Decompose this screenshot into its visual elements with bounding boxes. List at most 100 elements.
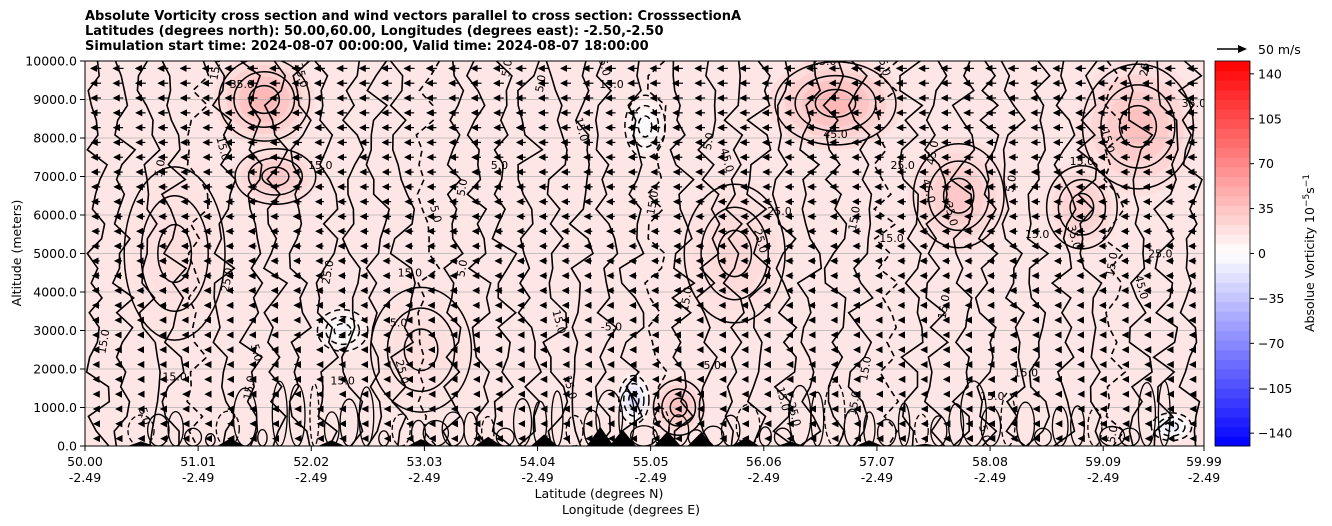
contour-label: 25.0 <box>1148 247 1173 260</box>
vorticity-blob <box>818 91 853 115</box>
contour-loop <box>323 411 340 446</box>
contour-loop <box>810 391 825 446</box>
x-tick-label-lat: 54.04 <box>520 454 556 469</box>
contour-line <box>1076 61 1103 446</box>
chart-title-line-3: Simulation start time: 2024-08-07 00:00:… <box>85 39 649 54</box>
contour-label: 15.0 <box>162 371 187 384</box>
contour-line <box>389 61 416 446</box>
contour-label: 15.0 <box>644 190 661 216</box>
contour-line <box>542 61 569 446</box>
contour-loop <box>942 177 975 214</box>
y-tick-label: 3000.0 <box>33 323 77 338</box>
colorbar-level <box>1215 166 1250 177</box>
x-tick-label-lat: 57.07 <box>859 454 895 469</box>
contour-loop <box>912 143 1005 249</box>
x-tick-label-lat: 51.01 <box>180 454 216 469</box>
contour-label: 5.0 <box>454 259 470 278</box>
contour-line <box>923 61 950 446</box>
contour-label: 15.0 <box>330 374 355 387</box>
contour-label: 15.0 <box>980 390 1005 403</box>
contour-line <box>594 61 619 446</box>
contour-loop <box>232 387 258 446</box>
contour-loop <box>369 286 473 413</box>
contour-loop <box>1157 380 1171 446</box>
contour-line <box>1000 61 1026 446</box>
contour-line <box>898 61 924 446</box>
contour-loop <box>1118 104 1158 148</box>
contour-label: 5.0 <box>390 317 408 330</box>
contour-loop <box>863 411 876 446</box>
colorbar-ticks: 140 105 70 35 0 −35 −70 −105 −140 <box>1250 66 1292 441</box>
contour-label: 25.0 <box>292 62 311 89</box>
contour-label: 5.0 <box>136 406 153 426</box>
contour-loop <box>618 390 636 446</box>
contour-line <box>568 61 594 446</box>
contour-label: 15.0 <box>599 78 624 91</box>
colorbar-level <box>1215 272 1250 283</box>
contour-label: 25.0 <box>890 159 915 172</box>
contour-line <box>186 61 210 446</box>
contour-label: 5.0 <box>248 343 265 363</box>
contour-label: 15.0 <box>213 135 232 162</box>
colorbar: 140 105 70 35 0 −35 −70 −105 −140 Absolue Vortic… <box>1214 60 1317 447</box>
plot-area: 15.0 35.0 25.0 5.0 15.0 15.0 25.0 15.0 5.0 5.0 5.0… <box>84 60 1207 447</box>
colorbar-level <box>1215 417 1250 428</box>
contour-loop <box>481 415 495 446</box>
x-tick-label-lat: 50.00 <box>67 454 103 469</box>
contour-label: 25.0 <box>393 358 412 385</box>
contour-label: 15.0 <box>1025 228 1050 241</box>
contour-label: 45.0 <box>717 147 736 174</box>
contour-label: 15.0 <box>846 390 863 416</box>
colorbar-level <box>1215 157 1250 168</box>
contour-line <box>365 61 391 446</box>
contour-label: 15.0 <box>846 205 863 231</box>
colorbar-level <box>1215 205 1250 216</box>
y-axis-label: Altitude (meters) <box>9 200 24 307</box>
colorbar-level <box>1215 349 1250 360</box>
quiver-key: 50 m/s <box>1217 42 1301 57</box>
colorbar-level <box>1215 407 1250 418</box>
contour-line <box>1177 61 1203 446</box>
contour-label: 15.0 <box>241 374 258 400</box>
contour-loop <box>897 402 911 446</box>
colorbar-label-unit: s <box>1302 187 1317 194</box>
colorbar-level <box>1215 263 1250 274</box>
contour-line <box>415 61 441 446</box>
colorbar-level <box>1215 397 1250 408</box>
contour-label: 45.0 <box>823 128 848 141</box>
colorbar-level <box>1215 340 1250 351</box>
contour-loop <box>123 166 226 341</box>
colorbar-level <box>1215 282 1250 293</box>
contour-label: 15.0 <box>1014 367 1039 380</box>
contour-label: 15.0 <box>572 116 591 143</box>
contour-loop <box>288 383 306 446</box>
colorbar-label-exp: −5 <box>1302 194 1312 207</box>
x-tick-label-lat: 59.99 <box>1186 454 1222 469</box>
contour-loop <box>403 328 439 372</box>
colorbar-level <box>1215 301 1250 312</box>
contour-label: 5.0 <box>701 131 717 150</box>
y-tick-label: 2000.0 <box>33 362 77 377</box>
colorbar-level <box>1215 426 1250 437</box>
x-axis-label: Latitude (degrees N) <box>535 486 664 501</box>
y-tick-label: 8000.0 <box>33 131 77 146</box>
contour-loop <box>218 61 311 142</box>
contour-loop <box>1057 178 1107 236</box>
contour-label: 15.0 <box>936 294 953 320</box>
contour-label: 45.0 <box>1132 274 1151 301</box>
contour-loop <box>668 414 690 446</box>
contour-loop <box>157 223 193 284</box>
contour-line <box>517 61 544 446</box>
colorbar-tick-label: −105 <box>1258 381 1292 396</box>
x-axis-label-2: Longitude (degrees E) <box>562 502 700 517</box>
contour-line <box>160 61 188 446</box>
contour-label: 35.0 <box>1182 97 1207 110</box>
quiver-key-label: 50 m/s <box>1258 42 1301 57</box>
y-tick-label: 4000.0 <box>33 285 77 300</box>
contour-loop <box>700 206 770 301</box>
contour-loop <box>512 398 533 446</box>
contour-label: 5.0 <box>976 423 993 443</box>
contour-label: 15.0 <box>308 159 333 172</box>
x-tick-label-lat: 53.03 <box>406 454 442 469</box>
colorbar-level <box>1215 224 1250 235</box>
